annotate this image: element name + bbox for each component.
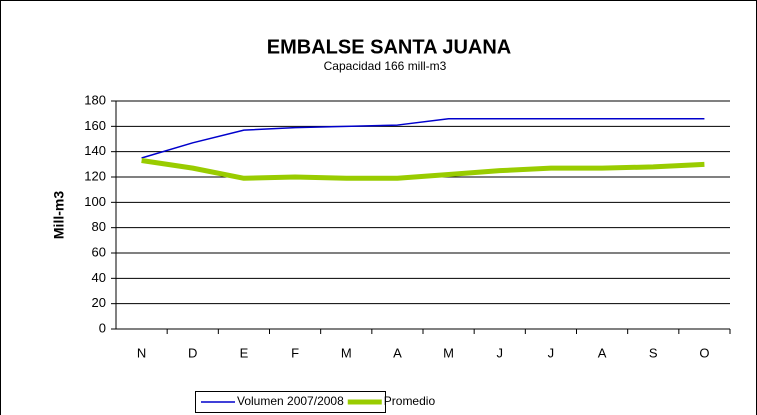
x-tick-label: M xyxy=(341,345,352,360)
x-tick-label: A xyxy=(598,345,607,360)
x-tick-label: J xyxy=(497,345,504,360)
x-tick-label: S xyxy=(649,345,658,360)
y-tick-label: 40 xyxy=(92,270,106,285)
chart-title: EMBALSE SANTA JUANA xyxy=(267,36,511,58)
y-tick-label: 180 xyxy=(84,92,106,107)
chart-subtitle: Capacidad 166 mill-m3 xyxy=(324,59,447,73)
x-tick-label: J xyxy=(548,345,555,360)
y-tick-label: 100 xyxy=(84,194,106,209)
x-tick-label: A xyxy=(393,345,402,360)
x-tick-label: F xyxy=(291,345,299,360)
x-tick-label: D xyxy=(188,345,197,360)
x-tick-label: O xyxy=(699,345,709,360)
x-tick-label: N xyxy=(137,345,146,360)
legend-box xyxy=(195,391,386,413)
y-tick-label: 120 xyxy=(84,168,106,183)
y-tick-label: 60 xyxy=(92,244,106,259)
series-line xyxy=(141,158,705,181)
x-tick-label: E xyxy=(240,345,249,360)
legend-label: Promedio xyxy=(384,394,436,408)
y-tick-label: 20 xyxy=(92,295,106,310)
series-line xyxy=(141,117,705,159)
x-tick-label: M xyxy=(443,345,454,360)
y-tick-label: 0 xyxy=(99,320,106,335)
y-tick-label: 160 xyxy=(84,118,106,133)
y-tick-label: 80 xyxy=(92,219,106,234)
y-tick-label: 140 xyxy=(84,143,106,158)
y-axis-label: Mill-m3 xyxy=(51,191,67,239)
legend-label: Volumen 2007/2008 xyxy=(237,394,344,408)
